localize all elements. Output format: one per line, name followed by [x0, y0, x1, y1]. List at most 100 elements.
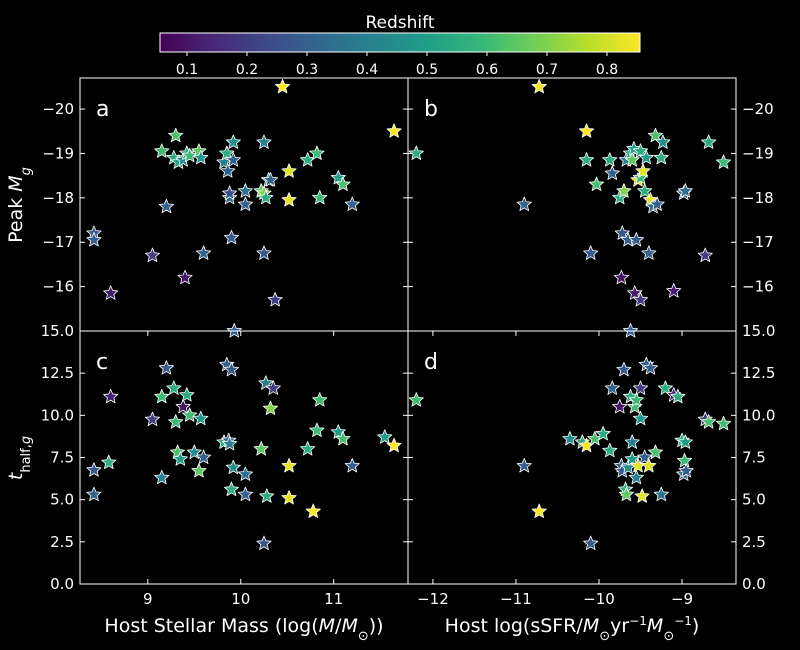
scatter-point [86, 232, 102, 247]
panel-letter-b: b [424, 97, 438, 122]
scatter-point [701, 414, 717, 429]
scatter-point [531, 503, 547, 518]
scatter-point [386, 123, 402, 138]
scatter-point [103, 285, 119, 300]
x-tick-label: −11 [500, 590, 532, 608]
scatter-point [309, 422, 325, 437]
y-tick-label: 12.5 [41, 364, 74, 382]
scatter-point [641, 245, 657, 260]
panel-b: −20 −19 −18 −17 −16 [407, 77, 774, 332]
scatter-point [223, 361, 239, 377]
axes-frame [407, 77, 737, 332]
scatter-point [196, 449, 212, 464]
y-tick-label: 10.0 [742, 406, 775, 424]
scatter-point [223, 481, 239, 497]
scatter-point [653, 486, 669, 502]
scatter-point [653, 149, 669, 165]
y-axis-title-bottom: thalf,g [5, 436, 34, 480]
scatter-point [166, 380, 182, 395]
x-tick-label: −12 [417, 590, 449, 608]
y-tick-label: 12.5 [742, 364, 775, 382]
scatter-point [237, 486, 253, 502]
y-tick-label: −19 [742, 144, 774, 162]
scatter-point [154, 388, 170, 404]
scatter-point [632, 143, 649, 158]
scatter-point [154, 143, 170, 158]
colorbar-tick-label: 0.2 [236, 62, 258, 78]
scatter-point [312, 189, 328, 205]
x-tick-label: −9 [671, 590, 693, 608]
scatter-point [86, 486, 102, 502]
scatter-point [701, 134, 717, 149]
x-axis-title-right: Host log(sSFR/M⊙yr−1M⊙−1) [445, 614, 700, 644]
scatter-point [697, 247, 713, 263]
scatter-point [583, 535, 599, 550]
panel-letter-c: c [96, 350, 108, 375]
panel-letter-d: d [424, 350, 438, 375]
axes-frame [407, 330, 737, 585]
scatter-point [193, 149, 209, 165]
scatter-point [632, 292, 649, 307]
scatter-point [259, 488, 275, 503]
y-tick-label: 2.5 [742, 533, 766, 551]
scatter-point [191, 463, 207, 478]
scatter-point [579, 152, 595, 167]
x-tick-label: 9 [143, 590, 153, 608]
scatter-point [604, 380, 620, 395]
scatter-point [144, 411, 161, 427]
scatter-point [101, 454, 117, 470]
scatter-point [158, 360, 174, 375]
scatter-point [531, 78, 547, 94]
colorbar-tick-label: 0.1 [176, 62, 198, 78]
scatter-point [281, 490, 297, 505]
scatter-point [408, 145, 424, 160]
scatter-point [172, 451, 188, 466]
panel-d: 0.0 2.5 5.0 7.5 10.0 12.5 15.0 −12 −11 −10 −9 [407, 322, 775, 608]
scatter-point [677, 434, 693, 449]
panel-a: −20 −19 −18 −17 −16 [42, 77, 409, 332]
y-axis-title-top: Peak Mg [5, 167, 34, 243]
scatter-point [335, 176, 351, 191]
y-tick-label: 15.0 [41, 322, 74, 340]
y-tick-label: 5.0 [50, 491, 74, 509]
scatter-point [638, 149, 654, 165]
y-tick-label: 2.5 [50, 533, 74, 551]
scatter-point [562, 431, 578, 446]
y-tick-label: −18 [42, 189, 74, 207]
scatter-point [516, 458, 532, 473]
scatter-point [182, 147, 198, 163]
y-tick-label: 7.5 [742, 449, 766, 467]
scatter-point [624, 152, 640, 167]
x-tick-label: 11 [324, 590, 343, 608]
scatter-point [604, 165, 620, 180]
scatter-point [281, 163, 297, 178]
y-tick-label: −20 [742, 100, 774, 118]
scatter-point [649, 196, 665, 211]
scatter-point [223, 229, 239, 245]
scatter-point [627, 285, 643, 300]
scatter-point [196, 245, 212, 260]
scatter-point [175, 399, 191, 414]
y-tick-label: −18 [742, 189, 774, 207]
y-tick-label: 0.0 [50, 575, 74, 593]
scatter-point [516, 196, 532, 211]
scatter-point [408, 392, 424, 407]
scatter-point [225, 134, 241, 149]
scatter-point [179, 387, 195, 402]
scatter-point [634, 488, 650, 503]
scatter-point [275, 78, 291, 94]
scatter-point [624, 451, 640, 466]
x-tick-label: 10 [231, 590, 250, 608]
scatter-point [193, 410, 209, 426]
y-tick-label: 10.0 [41, 406, 74, 424]
scatter-point [377, 429, 393, 444]
scatter-point [616, 361, 632, 377]
scatter-point [265, 380, 281, 395]
scatter-point [612, 399, 628, 414]
scatter-point [602, 152, 618, 167]
scatter-point [647, 127, 663, 143]
scatter-point [267, 292, 283, 307]
axes-frame [79, 330, 409, 585]
scatter-point [716, 154, 732, 169]
scatter-point [579, 123, 595, 138]
